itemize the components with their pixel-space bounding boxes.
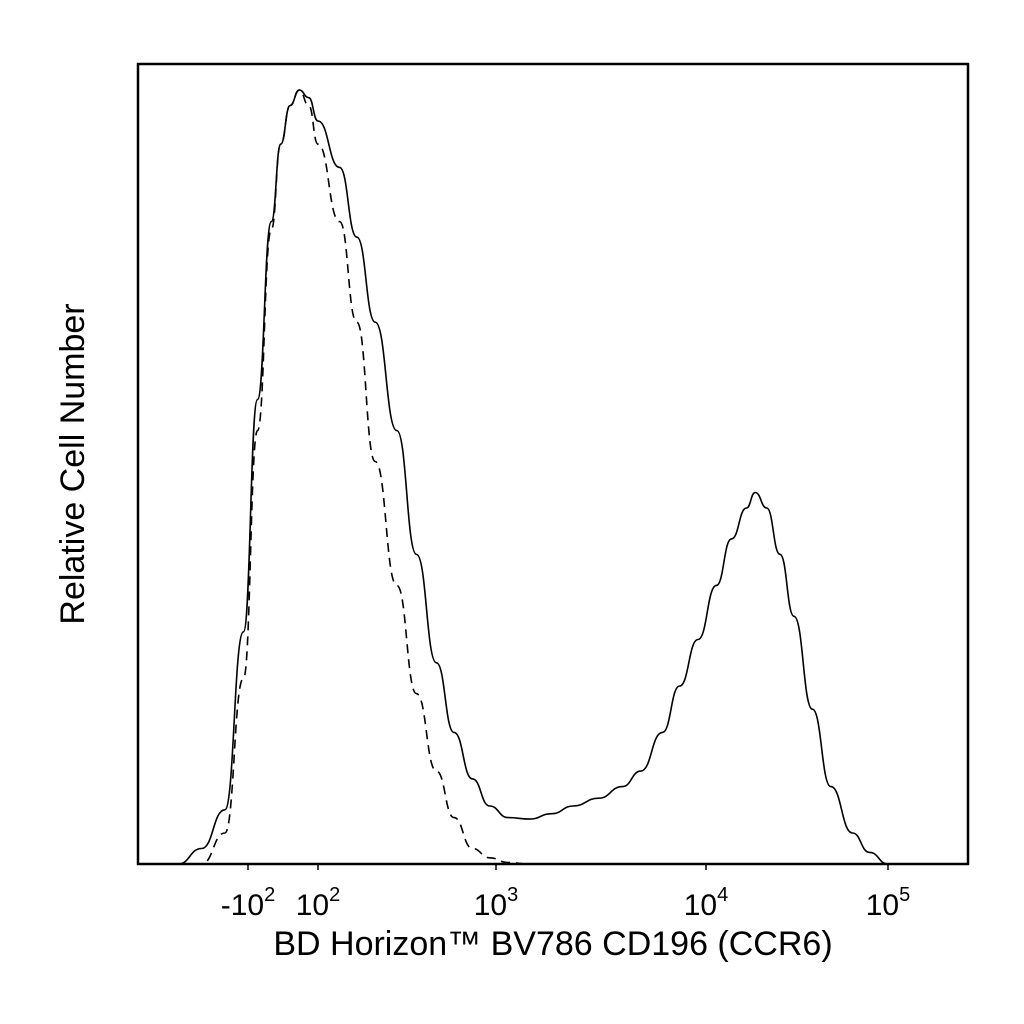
x-tick-label: 104 <box>684 884 729 922</box>
x-tick-label: 105 <box>866 884 911 922</box>
x-tick-label: -102 <box>221 884 275 922</box>
plot-frame <box>136 62 970 866</box>
dashed-control-curve <box>178 89 530 865</box>
y-axis-title: Relative Cell Number <box>54 303 92 624</box>
x-tick-label: 102 <box>296 884 341 922</box>
solid-stained-curve <box>178 89 889 865</box>
x-axis-ticks: -102 102 103 104 105 <box>221 864 910 922</box>
series-group <box>178 89 889 865</box>
x-tick-label: 103 <box>474 884 519 922</box>
x-axis-title: BD Horizon™ BV786 CD196 (CCR6) <box>273 925 832 963</box>
